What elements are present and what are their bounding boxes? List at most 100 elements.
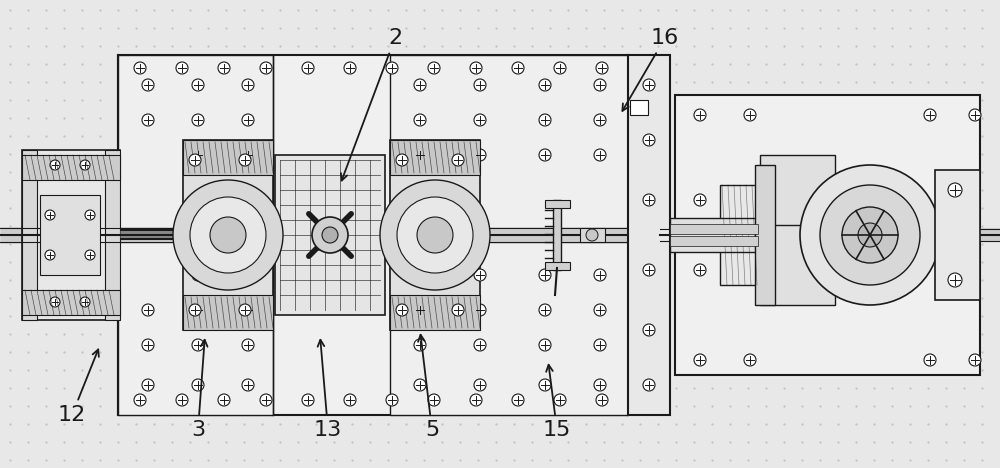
- Circle shape: [192, 114, 204, 126]
- Circle shape: [386, 62, 398, 74]
- Circle shape: [474, 149, 486, 161]
- Circle shape: [800, 165, 940, 305]
- Circle shape: [969, 109, 981, 121]
- Circle shape: [396, 154, 408, 166]
- Circle shape: [594, 304, 606, 316]
- Circle shape: [596, 62, 608, 74]
- Circle shape: [594, 149, 606, 161]
- Text: 15: 15: [543, 365, 571, 440]
- Bar: [545, 200, 570, 208]
- Circle shape: [414, 149, 426, 161]
- Circle shape: [512, 62, 524, 74]
- Circle shape: [512, 394, 524, 406]
- Bar: [720, 185, 760, 285]
- Bar: [670, 224, 758, 234]
- Circle shape: [176, 394, 188, 406]
- Circle shape: [474, 269, 486, 281]
- Circle shape: [594, 114, 606, 126]
- Circle shape: [344, 62, 356, 74]
- Bar: [22, 155, 120, 180]
- Bar: [760, 155, 835, 235]
- Circle shape: [594, 339, 606, 351]
- Circle shape: [452, 304, 464, 316]
- Circle shape: [176, 62, 188, 74]
- Circle shape: [643, 379, 655, 391]
- Circle shape: [924, 354, 936, 366]
- Text: 12: 12: [58, 350, 99, 425]
- Circle shape: [242, 269, 254, 281]
- Circle shape: [50, 297, 60, 307]
- Circle shape: [643, 324, 655, 336]
- Circle shape: [242, 79, 254, 91]
- Circle shape: [417, 217, 453, 253]
- Circle shape: [596, 394, 608, 406]
- Circle shape: [594, 379, 606, 391]
- Bar: [580, 228, 605, 242]
- Circle shape: [192, 339, 204, 351]
- Bar: [670, 236, 758, 246]
- Circle shape: [694, 354, 706, 366]
- Circle shape: [134, 394, 146, 406]
- Text: 5: 5: [418, 335, 439, 440]
- Circle shape: [142, 114, 154, 126]
- Circle shape: [744, 354, 756, 366]
- Circle shape: [218, 62, 230, 74]
- Text: 13: 13: [314, 340, 342, 440]
- Bar: [630, 100, 648, 115]
- Circle shape: [85, 210, 95, 220]
- Circle shape: [312, 217, 348, 253]
- Circle shape: [858, 223, 882, 247]
- Bar: [183, 140, 273, 330]
- Circle shape: [134, 62, 146, 74]
- Circle shape: [474, 339, 486, 351]
- Bar: [935, 170, 980, 300]
- Bar: [755, 165, 775, 305]
- Circle shape: [242, 149, 254, 161]
- Circle shape: [694, 264, 706, 276]
- Circle shape: [192, 269, 204, 281]
- Circle shape: [470, 62, 482, 74]
- Bar: [390, 140, 480, 175]
- Text: 3: 3: [191, 340, 207, 440]
- Circle shape: [744, 109, 756, 121]
- Circle shape: [322, 227, 338, 243]
- Bar: [760, 225, 835, 305]
- Circle shape: [694, 194, 706, 206]
- Circle shape: [142, 339, 154, 351]
- Circle shape: [452, 154, 464, 166]
- Circle shape: [302, 394, 314, 406]
- Bar: [390, 295, 480, 330]
- Circle shape: [260, 394, 272, 406]
- Circle shape: [242, 339, 254, 351]
- Circle shape: [924, 109, 936, 121]
- Circle shape: [80, 297, 90, 307]
- Circle shape: [539, 379, 551, 391]
- Circle shape: [539, 149, 551, 161]
- Circle shape: [190, 197, 266, 273]
- Bar: [545, 262, 570, 270]
- Bar: [22, 290, 120, 315]
- Circle shape: [50, 160, 60, 170]
- Circle shape: [474, 79, 486, 91]
- Circle shape: [586, 229, 598, 241]
- Bar: [183, 140, 273, 175]
- Bar: [675, 95, 980, 375]
- Bar: [22, 150, 37, 320]
- Circle shape: [428, 394, 440, 406]
- Circle shape: [380, 180, 490, 290]
- Circle shape: [192, 79, 204, 91]
- Bar: [670, 218, 758, 252]
- Circle shape: [554, 394, 566, 406]
- Bar: [390, 140, 480, 330]
- Circle shape: [45, 210, 55, 220]
- Bar: [553, 200, 561, 270]
- Circle shape: [969, 354, 981, 366]
- Circle shape: [396, 304, 408, 316]
- Circle shape: [842, 207, 898, 263]
- Bar: [183, 295, 273, 330]
- Circle shape: [218, 394, 230, 406]
- Circle shape: [594, 79, 606, 91]
- Circle shape: [142, 379, 154, 391]
- Circle shape: [948, 183, 962, 197]
- Circle shape: [210, 217, 246, 253]
